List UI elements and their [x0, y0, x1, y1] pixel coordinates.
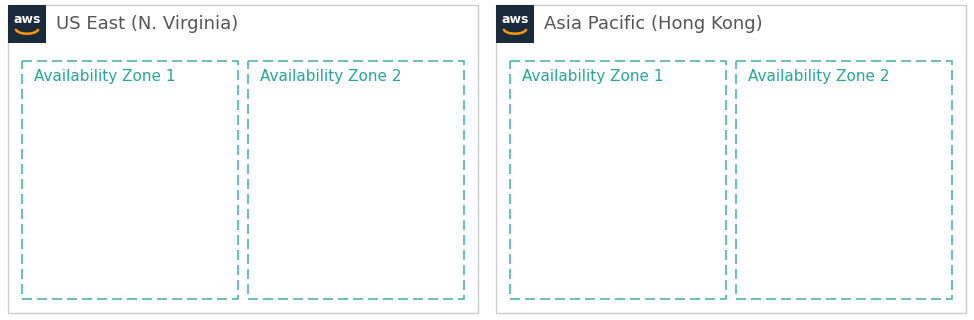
Bar: [8, 5, 46, 43]
Text: aws: aws: [14, 13, 41, 26]
Bar: [496, 5, 966, 313]
Bar: [496, 5, 534, 43]
Text: Availability Zone 2: Availability Zone 2: [260, 69, 401, 84]
Bar: [22, 61, 238, 299]
Bar: [248, 61, 464, 299]
Text: aws: aws: [502, 13, 529, 26]
Bar: [8, 5, 478, 313]
Text: Asia Pacific (Hong Kong): Asia Pacific (Hong Kong): [544, 15, 763, 33]
Text: US East (N. Virginia): US East (N. Virginia): [56, 15, 239, 33]
Bar: [510, 61, 726, 299]
Text: Availability Zone 1: Availability Zone 1: [34, 69, 175, 84]
Text: Availability Zone 1: Availability Zone 1: [522, 69, 663, 84]
Text: Availability Zone 2: Availability Zone 2: [748, 69, 889, 84]
Bar: [736, 61, 952, 299]
